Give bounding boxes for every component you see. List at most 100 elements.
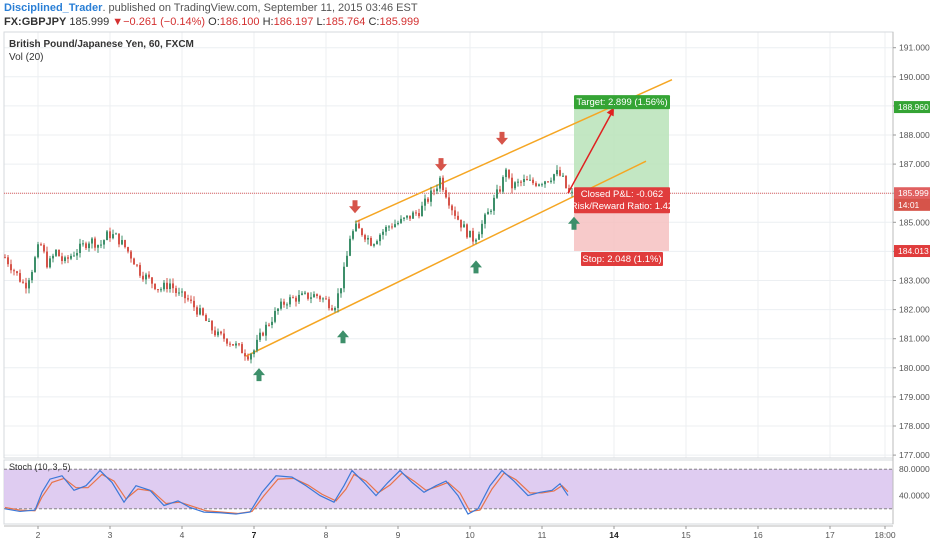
- candle-body: [295, 297, 297, 302]
- price-tick-label: 183.000: [899, 276, 930, 286]
- time-tick-label: 3: [108, 530, 113, 540]
- candle-body: [478, 234, 480, 240]
- position-labels: Target: 2.899 (1.56%) Closed P&L: -0.062R…: [571, 95, 673, 267]
- candle-body: [358, 223, 360, 229]
- candle-body: [13, 270, 15, 272]
- candle-body: [133, 258, 135, 265]
- candle-body: [556, 170, 558, 175]
- candle-body: [388, 226, 390, 228]
- candle-body: [505, 169, 507, 178]
- candle-body: [445, 190, 447, 198]
- candle-body: [421, 205, 423, 217]
- price-tag-box: [894, 101, 930, 114]
- close-label: C:: [368, 16, 380, 28]
- candle-body: [25, 282, 27, 289]
- candle-body: [259, 332, 261, 340]
- author-link[interactable]: Disciplined_Trader: [4, 2, 103, 14]
- candle-body: [487, 211, 489, 215]
- low-value: 185.764: [325, 16, 366, 28]
- candle-body: [496, 189, 498, 198]
- price-tick-label: 180.000: [899, 363, 930, 373]
- candle-body: [508, 169, 510, 178]
- close-value: 185.999: [379, 16, 420, 28]
- candle-body: [211, 320, 213, 331]
- candle-body: [67, 257, 69, 259]
- candle-body: [238, 343, 240, 345]
- candle-body: [391, 226, 393, 228]
- axes: 191.000190.000189.000188.000187.000186.0…: [4, 32, 932, 540]
- candle-body: [103, 240, 105, 245]
- time-tick-label: 7: [252, 530, 257, 540]
- stoch-tick-label: 80.0000: [899, 464, 930, 474]
- candle-body: [16, 271, 18, 274]
- candle-body: [250, 354, 252, 360]
- candle-body: [454, 210, 456, 216]
- candle-body: [82, 243, 84, 245]
- projection-line: [567, 111, 613, 194]
- high-label: H:: [262, 16, 274, 28]
- price-tag-label: 185.999: [898, 188, 929, 198]
- symbol-name[interactable]: FX:GBPJPY: [4, 16, 67, 28]
- candle-body: [319, 296, 321, 300]
- candle-body: [247, 356, 249, 360]
- candle-body: [370, 237, 372, 246]
- candle-body: [127, 247, 129, 252]
- stop-label-box: [581, 252, 663, 267]
- open-value: 186.100: [219, 16, 260, 28]
- candle-body: [76, 253, 78, 256]
- down-arrow-icon: [496, 131, 508, 145]
- candle-body: [349, 238, 351, 256]
- time-tick-label: 14: [609, 530, 619, 540]
- candle-body: [10, 264, 12, 271]
- candle-body: [499, 189, 501, 192]
- signal-arrows: [253, 131, 580, 382]
- candle-body: [352, 231, 354, 239]
- candle-body: [85, 243, 87, 249]
- candle-body: [64, 257, 66, 262]
- candle-body: [541, 184, 543, 186]
- candle-body: [532, 179, 534, 184]
- candle-body: [256, 339, 258, 351]
- candle-body: [436, 188, 438, 192]
- price-tick-label: 190.000: [899, 72, 930, 82]
- candle-body: [394, 224, 396, 228]
- candle-body: [526, 179, 528, 181]
- up-arrow-icon: [337, 330, 349, 344]
- low-label: L:: [316, 16, 326, 28]
- candle-body: [418, 213, 420, 217]
- candle-body: [460, 219, 462, 228]
- candle-body: [469, 230, 471, 238]
- target-zone: [574, 107, 669, 194]
- candle-body: [289, 297, 291, 305]
- price-tick-label: 188.000: [899, 130, 930, 140]
- candle-body: [31, 272, 33, 281]
- candle-body: [244, 353, 246, 357]
- candle-body: [427, 198, 429, 202]
- candle-body: [265, 324, 267, 336]
- candle-body: [547, 181, 549, 183]
- pnl-label-box: [574, 187, 670, 214]
- candle-body: [313, 294, 315, 298]
- candle-body: [43, 245, 45, 252]
- volume-label: Vol (20): [9, 52, 43, 63]
- pane-title: British Pound/Japanese Yen, 60, FXCM: [9, 39, 194, 50]
- candle-body: [535, 183, 537, 186]
- candle-body: [517, 181, 519, 183]
- candle-body: [178, 292, 180, 294]
- candle-body: [466, 224, 468, 238]
- candle-body: [148, 274, 150, 278]
- candle-body: [523, 179, 525, 183]
- candle-body: [355, 223, 357, 232]
- candle-body: [361, 228, 363, 236]
- candle-body: [226, 338, 228, 344]
- price-tick-label: 191.000: [899, 43, 930, 53]
- projection-arrow: [567, 107, 614, 194]
- candle-body: [379, 234, 381, 242]
- candle-body: [403, 217, 405, 219]
- time-tick-label: 2: [36, 530, 41, 540]
- candle-body: [4, 257, 6, 259]
- candle-body: [241, 344, 243, 354]
- publish-info: . published on TradingView.com, Septembe…: [102, 2, 418, 14]
- candle-body: [40, 244, 42, 246]
